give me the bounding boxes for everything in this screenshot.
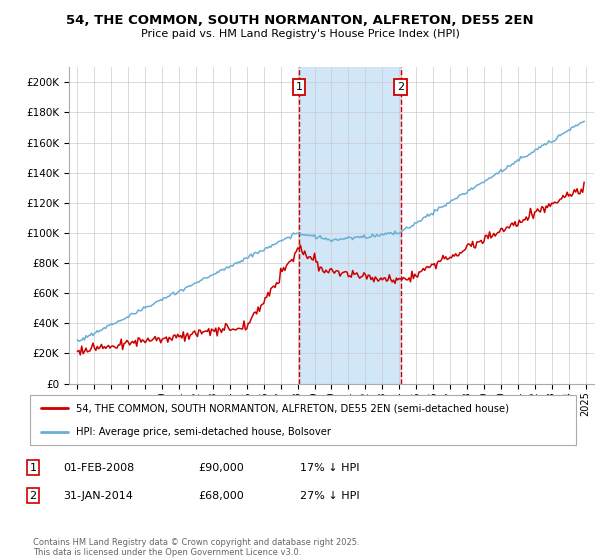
Text: Price paid vs. HM Land Registry's House Price Index (HPI): Price paid vs. HM Land Registry's House … xyxy=(140,29,460,39)
Text: 31-JAN-2014: 31-JAN-2014 xyxy=(63,491,133,501)
Bar xyxy=(299,67,401,384)
Text: 54, THE COMMON, SOUTH NORMANTON, ALFRETON, DE55 2EN (semi-detached house): 54, THE COMMON, SOUTH NORMANTON, ALFRETO… xyxy=(76,403,509,413)
Text: £68,000: £68,000 xyxy=(198,491,244,501)
Text: 1: 1 xyxy=(295,82,302,92)
FancyBboxPatch shape xyxy=(30,395,576,445)
Text: £90,000: £90,000 xyxy=(198,463,244,473)
Text: 17% ↓ HPI: 17% ↓ HPI xyxy=(300,463,359,473)
Text: Contains HM Land Registry data © Crown copyright and database right 2025.
This d: Contains HM Land Registry data © Crown c… xyxy=(33,538,359,557)
Text: 01-FEB-2008: 01-FEB-2008 xyxy=(63,463,134,473)
Text: 2: 2 xyxy=(29,491,37,501)
Text: 27% ↓ HPI: 27% ↓ HPI xyxy=(300,491,359,501)
Text: 1: 1 xyxy=(29,463,37,473)
Text: 54, THE COMMON, SOUTH NORMANTON, ALFRETON, DE55 2EN: 54, THE COMMON, SOUTH NORMANTON, ALFRETO… xyxy=(66,14,534,27)
Text: HPI: Average price, semi-detached house, Bolsover: HPI: Average price, semi-detached house,… xyxy=(76,427,331,437)
Text: 2: 2 xyxy=(397,82,404,92)
